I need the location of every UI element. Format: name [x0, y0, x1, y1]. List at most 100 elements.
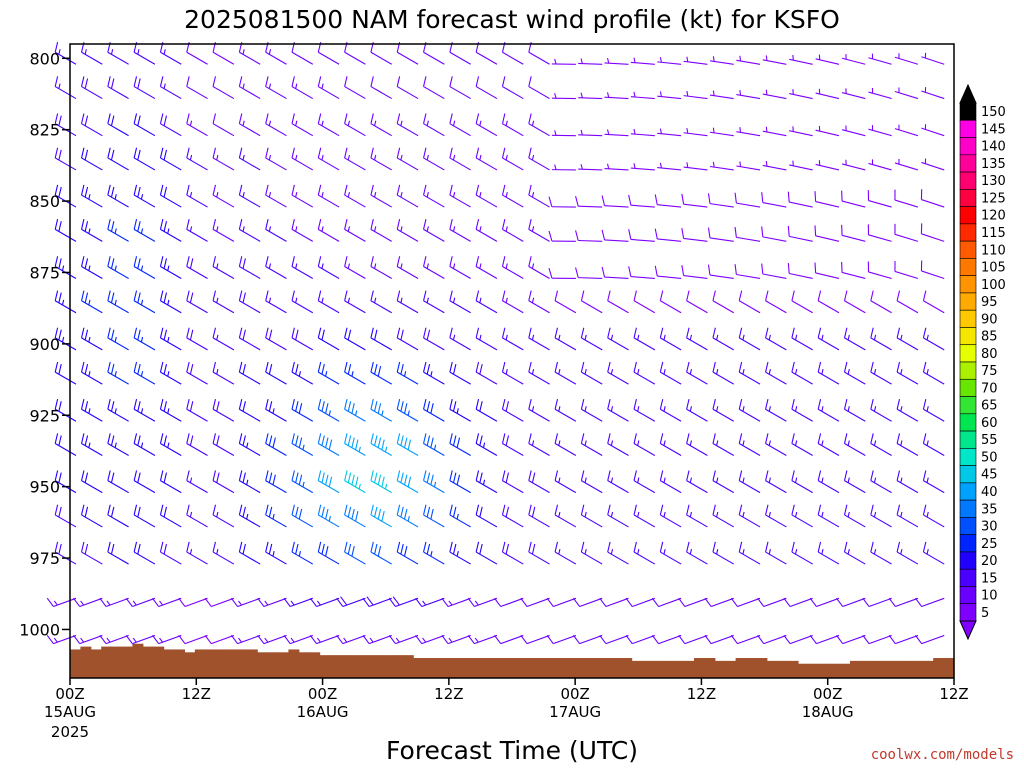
colorbar-bottom-arrow [959, 620, 977, 641]
wind-barb [528, 327, 550, 351]
terrain-segment [132, 643, 144, 678]
wind-barb [789, 89, 813, 100]
wind-barb [449, 113, 471, 137]
wind-barb [843, 290, 866, 314]
colorbar-cell [959, 603, 977, 622]
wind-barb [238, 256, 261, 279]
terrain-segment [694, 658, 705, 678]
wind-barb [604, 92, 629, 100]
wind-barb [894, 223, 919, 242]
wind-barb [817, 470, 840, 494]
colorbar-cell [959, 517, 977, 535]
wind-barb [317, 470, 340, 494]
terrain-segment [662, 660, 674, 678]
wind-barb [370, 470, 392, 494]
wind-barb [501, 541, 524, 565]
colorbar-label: 50 [981, 450, 998, 465]
wind-barb [212, 76, 235, 100]
wind-barb [738, 327, 761, 351]
wind-barb [814, 225, 840, 242]
colorbar-cell [959, 568, 977, 587]
wind-barb [896, 361, 919, 385]
y-tick-label: 950 [29, 478, 60, 497]
terrain-segment [288, 649, 300, 678]
terrain-segment [829, 663, 841, 678]
wind-barb [791, 470, 813, 494]
wind-barb [344, 470, 366, 494]
wind-barb [765, 327, 787, 351]
wind-barb [870, 433, 892, 457]
terrain-segment [278, 652, 289, 678]
colorbar-label: 65 [981, 399, 998, 414]
wind-barb [870, 398, 892, 422]
wind-barb [922, 433, 945, 457]
wind-barb [317, 184, 340, 208]
wind-barb [344, 290, 366, 314]
wind-barb [868, 159, 892, 171]
terrain-segment [434, 658, 445, 678]
wind-barb [309, 597, 340, 608]
wind-barb [630, 91, 655, 100]
wind-barb [730, 597, 761, 608]
wind-barb [46, 634, 77, 645]
terrain-segment [475, 658, 487, 678]
wind-barb [575, 195, 603, 208]
wind-barb [843, 361, 866, 385]
wind-barb [843, 541, 866, 565]
wind-barb [843, 470, 866, 494]
wind-barb [704, 597, 734, 608]
terrain-segment [933, 658, 945, 678]
colorbar-label: 135 [981, 157, 1006, 172]
wind-barb [789, 54, 813, 65]
wind-barb [396, 184, 419, 208]
wind-barb [520, 597, 550, 608]
terrain-segment [70, 649, 81, 678]
wind-barb [599, 634, 629, 645]
wind-barb [633, 290, 656, 314]
wind-barb [370, 290, 392, 314]
wind-barb [423, 541, 445, 565]
wind-barb [396, 113, 419, 137]
wind-barb [501, 219, 524, 242]
wind-barb [99, 597, 129, 608]
wind-barb [475, 147, 498, 171]
colorbar-cell [959, 396, 977, 415]
terrain-segment [226, 649, 237, 678]
wind-barb [475, 184, 498, 208]
wind-barb [554, 433, 577, 457]
wind-barb [528, 184, 550, 208]
wind-barb [475, 327, 498, 351]
colorbar-cell [959, 275, 977, 294]
wind-barb [554, 470, 577, 494]
wind-barb [283, 634, 313, 645]
wind-barb [707, 264, 734, 280]
colorbar-label: 105 [981, 261, 1006, 276]
colorbar-cell [959, 448, 977, 466]
colorbar-cell [959, 413, 977, 432]
wind-barb [681, 265, 708, 280]
wind-barb [107, 541, 129, 565]
wind-barb [370, 41, 392, 65]
wind-barb [817, 327, 840, 351]
wind-barb [159, 361, 182, 385]
wind-barb [212, 541, 235, 565]
wind-barb [599, 597, 629, 608]
y-axis: 800 825 850 875 900 925 950 975 1000 [19, 49, 70, 639]
colorbar-cell [959, 223, 977, 242]
wind-barb [654, 194, 682, 208]
terrain-layer [70, 643, 955, 678]
wind-barb [344, 541, 366, 565]
terrain-segment [350, 655, 362, 678]
wind-barb [178, 597, 208, 608]
wind-barb [265, 219, 287, 242]
wind-barb [528, 470, 550, 494]
wind-barb [817, 541, 840, 565]
wind-barb [54, 290, 77, 314]
wind-barb [554, 290, 577, 314]
terrain-segment [590, 658, 601, 678]
wind-barb [841, 159, 866, 171]
wind-barb [633, 361, 656, 385]
wind-barb [791, 433, 813, 457]
wind-barb [736, 127, 761, 137]
